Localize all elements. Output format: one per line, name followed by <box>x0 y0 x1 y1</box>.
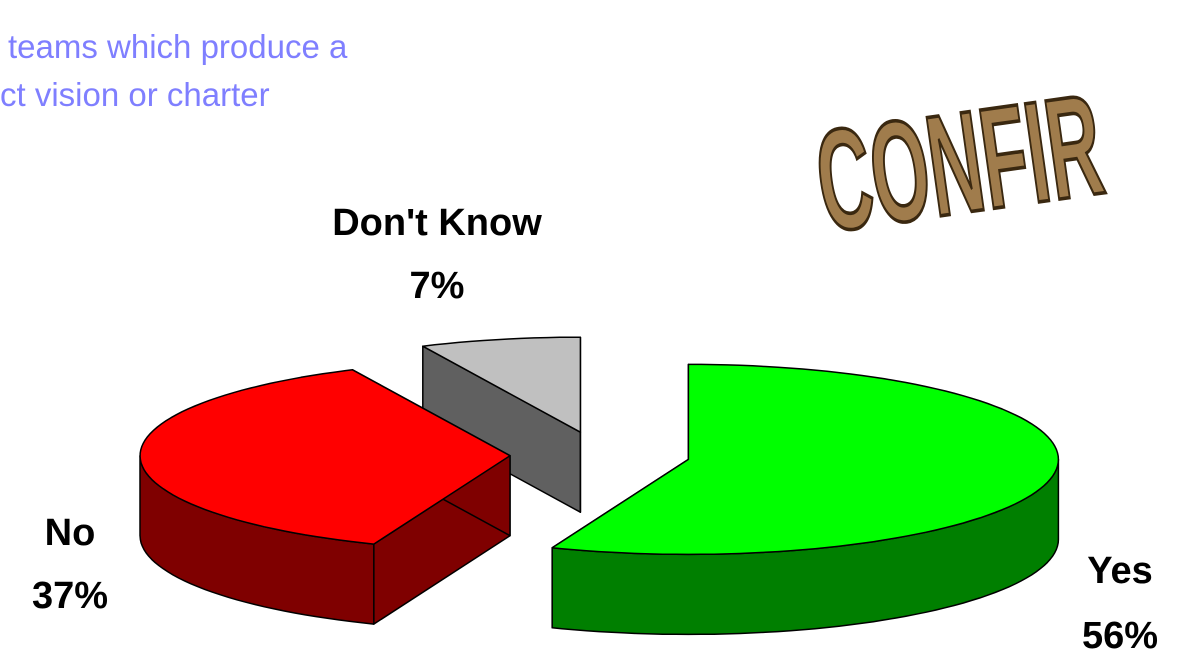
value-label: 56% <box>1082 615 1158 657</box>
value-label: 37% <box>32 575 108 617</box>
slice-label: No <box>45 512 96 554</box>
slice <box>551 363 1060 636</box>
title-line: teams which produce a <box>8 28 348 65</box>
pie <box>139 336 1060 636</box>
slice <box>422 336 582 513</box>
slice <box>139 369 511 625</box>
value-label: 7% <box>410 265 465 307</box>
slice <box>139 369 511 545</box>
slice <box>551 363 1060 556</box>
slice-label: Yes <box>1087 550 1153 592</box>
title-line: ct vision or charter <box>0 76 270 113</box>
slice <box>422 336 582 433</box>
slice-label: Don't Know <box>332 202 542 244</box>
stamp-text: CONFIR <box>807 64 1112 263</box>
